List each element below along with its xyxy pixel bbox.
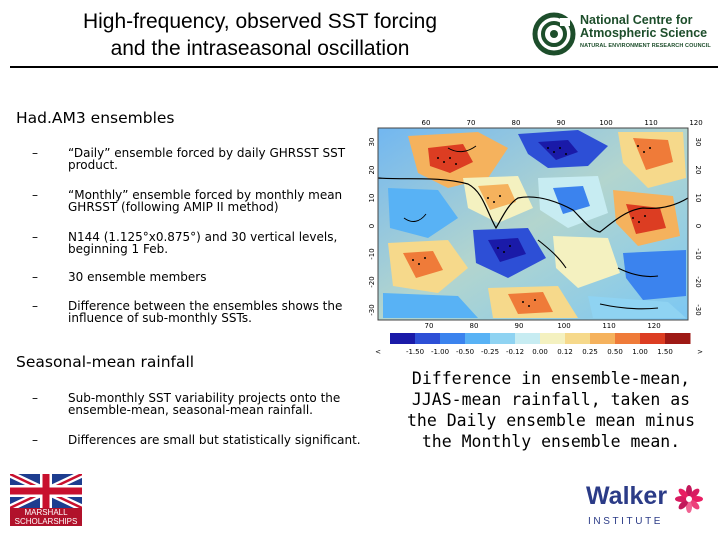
bottom-lon-label: 120	[647, 322, 660, 330]
top-lon-label: 110	[644, 119, 657, 127]
ncas-name: National Centre for Atmospheric Science	[580, 13, 708, 40]
bullet-text: 30 ensemble members	[68, 270, 207, 284]
right-lat-label: -20	[694, 276, 702, 287]
bullet-text: Difference between the ensembles shows t…	[68, 299, 343, 325]
bullet-dash: –	[32, 270, 38, 284]
top-longitude-labels: 60 70 80 90 100 110 120	[422, 119, 703, 127]
colorbar-swatch	[590, 333, 616, 344]
caption-line-4: the Monthly ensemble mean.	[421, 432, 681, 451]
bottom-lon-label: 90	[515, 322, 524, 330]
section-heading-hadam3: Had.AM3 ensembles	[16, 109, 175, 127]
left-lat-label: -20	[368, 276, 376, 287]
left-latitude-labels: 30 20 10 0 -10 -20 -30	[368, 138, 376, 316]
bullet-text: Sub-monthly SST variability projects ont…	[68, 391, 341, 417]
top-lon-label: 120	[689, 119, 702, 127]
map-caption: Difference in ensemble-mean, JJAS-mean r…	[390, 368, 712, 452]
bullet-text: Differences are small but statistically …	[68, 433, 361, 447]
bullet-dash: –	[32, 146, 38, 160]
caption-line-3: the Daily ensemble mean minus	[406, 411, 696, 430]
bullet-text: “Daily” ensemble forced by daily GHRSST …	[68, 146, 346, 172]
bullet-dash: –	[32, 433, 38, 447]
colorbar-label: -0.12	[506, 348, 524, 356]
bullet-text: “Monthly” ensemble forced by monthly mea…	[68, 188, 343, 214]
left-lat-label: 10	[368, 194, 376, 203]
walker-institute-logo: Walker INSTITUTE	[582, 482, 712, 530]
bullet-dash: –	[32, 391, 38, 405]
left-lat-label: -30	[368, 304, 376, 315]
colorbar-label: 0.12	[557, 348, 573, 356]
colorbar-label: -1.50	[406, 348, 424, 356]
colorbar-swatch	[665, 333, 691, 344]
bullet-dash: –	[32, 230, 38, 244]
top-lon-label: 90	[557, 119, 566, 127]
colorbar-label: 0.50	[607, 348, 623, 356]
colorbar-swatch	[415, 333, 441, 344]
top-lon-label: 70	[467, 119, 476, 127]
rainfall-map-figure: 60 70 80 90 100 110 120 70 80 90 100 110 120 302010…	[368, 119, 703, 356]
rainfall-difference-map: 60 70 80 90 100 110 120 70 80 90 100 110 120 30 20 10…	[368, 118, 708, 358]
colorbar-swatch	[615, 333, 641, 344]
colorbar-label: -0.25	[481, 348, 499, 356]
right-lat-label: 20	[694, 166, 702, 175]
title-divider	[10, 66, 718, 68]
colorbar-label: 0.00	[532, 348, 548, 356]
walker-name: Walker	[586, 482, 668, 510]
right-lat-label: -10	[694, 248, 702, 259]
top-lon-label: 100	[599, 119, 612, 127]
ncas-swirl-icon	[532, 12, 576, 56]
colorbar-label: -1.00	[431, 348, 449, 356]
colorbar-label: >	[697, 348, 703, 356]
right-latitude-labels: 30 20 10 0 -10 -20 -30	[694, 138, 702, 316]
title-line-2: and the intraseasonal oscillation	[110, 37, 410, 60]
bottom-lon-label: 80	[470, 322, 479, 330]
slide-title: High-frequency, observed SST forcing and…	[20, 8, 500, 62]
top-lon-label: 60	[422, 119, 431, 127]
section-heading-rainfall: Seasonal-mean rainfall	[16, 353, 195, 371]
colorbar-swatch	[540, 333, 566, 344]
union-flag-icon	[10, 474, 82, 508]
walker-flower-icon	[675, 485, 703, 513]
left-lat-label: 0	[368, 224, 376, 228]
bullet-text: N144 (1.125°x0.875°) and 30 vertical lev…	[68, 230, 338, 256]
right-lat-label: -30	[694, 304, 702, 315]
caption-line-1: Difference in ensemble-mean,	[411, 369, 691, 388]
colorbar-swatch	[390, 333, 416, 344]
title-line-1: High-frequency, observed SST forcing	[82, 10, 438, 33]
colorbar-label: 1.00	[632, 348, 648, 356]
colorbar-labels: < -1.50 -1.00 -0.50 -0.25 -0.12 0.00 0.12 0.25 0.…	[375, 348, 703, 356]
left-lat-label: -10	[368, 248, 376, 259]
top-lon-label: 80	[512, 119, 521, 127]
left-lat-label: 20	[368, 166, 376, 175]
colorbar-label: -0.50	[456, 348, 474, 356]
bottom-lon-label: 110	[602, 322, 615, 330]
colorbar-label: 0.25	[582, 348, 598, 356]
marshall-label: MARSHALL SCHOLARSHIPS	[10, 508, 82, 526]
bottom-lon-label: 100	[557, 322, 570, 330]
colorbar-swatch	[565, 333, 591, 344]
colorbar-swatch	[490, 333, 516, 344]
colorbar-label: <	[375, 348, 381, 356]
right-lat-label: 0	[694, 224, 702, 228]
colorbar	[390, 333, 691, 344]
right-lat-label: 30	[694, 138, 702, 147]
bottom-longitude-labels: 70 80 90 100 110 120	[425, 322, 661, 330]
map-field	[377, 127, 689, 321]
ncas-logo: National Centre for Atmospheric Science …	[530, 10, 711, 58]
caption-line-2: JJAS-mean rainfall, taken as	[411, 390, 691, 409]
bullet-dash: –	[32, 299, 38, 313]
bottom-lon-label: 70	[425, 322, 434, 330]
ncas-subtitle: NATURAL ENVIRONMENT RESEARCH COUNCIL	[580, 43, 711, 49]
marshall-scholarships-logo: MARSHALL SCHOLARSHIPS	[10, 474, 82, 528]
left-lat-label: 30	[368, 138, 376, 147]
colorbar-swatch	[640, 333, 666, 344]
colorbar-swatch	[515, 333, 541, 344]
bullet-dash: –	[32, 188, 38, 202]
colorbar-swatch	[440, 333, 466, 344]
right-lat-label: 10	[694, 194, 702, 203]
colorbar-label: 1.50	[657, 348, 673, 356]
colorbar-swatch	[465, 333, 491, 344]
walker-institute-label: INSTITUTE	[588, 516, 664, 527]
